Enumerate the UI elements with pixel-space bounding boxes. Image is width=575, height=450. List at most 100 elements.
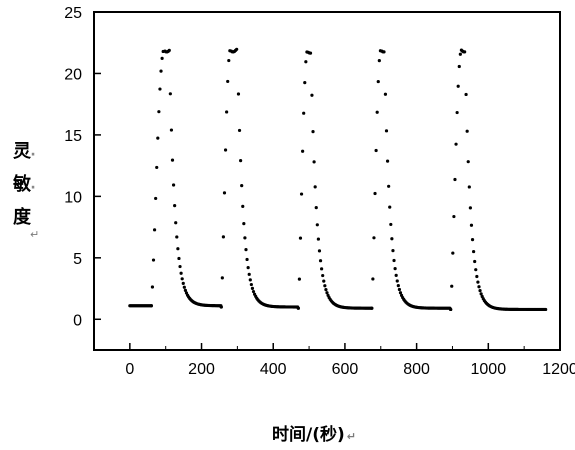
data-point <box>473 259 477 264</box>
data-point <box>226 79 230 84</box>
data-points <box>128 47 548 312</box>
data-point <box>160 56 164 61</box>
data-point <box>375 110 379 114</box>
x-axis-label-mark: ↵ <box>347 430 356 443</box>
y-axis-label-char-2: · <box>30 147 35 163</box>
data-point <box>247 272 251 276</box>
data-point <box>475 274 479 279</box>
x-axis-label-text: 时间/(秒) <box>272 424 345 445</box>
data-point <box>298 236 303 240</box>
data-point <box>154 196 158 201</box>
data-point <box>385 159 390 163</box>
y-axis-label-char-5: 度 <box>13 206 32 228</box>
data-point <box>155 165 159 170</box>
data-point <box>235 47 239 51</box>
data-point <box>449 307 453 312</box>
data-point <box>470 238 475 242</box>
data-point <box>180 277 184 281</box>
data-point <box>236 92 241 96</box>
data-point <box>242 221 246 226</box>
data-point <box>313 185 317 189</box>
data-point <box>320 267 324 271</box>
data-point <box>175 235 179 239</box>
data-point <box>149 304 153 308</box>
data-point <box>181 281 185 286</box>
y-tick-label-5: 25 <box>64 5 82 22</box>
data-point <box>296 306 300 310</box>
data-point <box>301 149 305 153</box>
data-point <box>304 60 308 64</box>
data-point <box>464 92 468 97</box>
data-point <box>454 142 458 146</box>
y-axis-ticks: 0 5 10 15 20 25 <box>64 5 101 329</box>
data-point <box>468 206 472 210</box>
data-point <box>393 267 397 271</box>
data-point <box>324 288 328 292</box>
y-tick-label-1: 5 <box>73 251 82 268</box>
data-point <box>237 128 242 133</box>
data-point <box>297 277 301 281</box>
data-point <box>156 136 160 140</box>
data-point <box>325 291 329 295</box>
data-point <box>472 249 476 254</box>
data-point <box>177 256 181 261</box>
data-point <box>169 128 174 132</box>
data-point <box>397 287 402 292</box>
x-tick-label-4: 800 <box>403 361 430 378</box>
x-axis-label: 时间/(秒) ↵ <box>272 424 356 445</box>
data-point <box>315 223 319 227</box>
data-point <box>316 237 320 241</box>
data-point <box>157 110 161 114</box>
data-point <box>299 192 304 196</box>
data-point <box>221 235 225 239</box>
x-tick-label-6: 1200 <box>542 361 575 378</box>
data-point <box>314 206 318 210</box>
data-point <box>373 191 377 196</box>
data-point <box>171 183 176 187</box>
data-point <box>389 222 393 227</box>
data-point <box>239 159 243 163</box>
data-point <box>167 48 171 52</box>
x-tick-label-2: 400 <box>260 361 287 378</box>
data-point <box>182 285 186 289</box>
data-point <box>312 160 316 164</box>
data-point <box>456 84 460 88</box>
data-point <box>457 64 461 69</box>
data-point <box>245 257 249 262</box>
data-point <box>544 307 548 312</box>
data-point <box>150 285 155 289</box>
data-point <box>395 279 399 283</box>
x-tick-label-5: 1000 <box>471 361 507 378</box>
data-point <box>390 237 394 241</box>
y-axis-label: 灵 · 敏 · 度 ↵ <box>12 141 39 241</box>
data-point <box>183 288 188 292</box>
x-tick-label-1: 200 <box>188 361 215 378</box>
y-tick-label-0: 0 <box>73 312 82 329</box>
data-point <box>174 221 178 225</box>
data-point <box>477 285 481 289</box>
data-point <box>178 264 182 269</box>
data-point <box>243 236 247 240</box>
data-point <box>478 289 482 293</box>
data-point <box>311 130 315 134</box>
x-axis-ticks: 0 200 400 600 800 1000 1200 <box>125 343 575 378</box>
y-axis-label-char-3: 敏 <box>12 173 32 195</box>
data-point <box>372 236 376 240</box>
data-point <box>219 305 223 309</box>
data-point <box>246 265 250 270</box>
data-point <box>170 158 175 162</box>
data-point <box>151 258 156 262</box>
data-point <box>168 92 172 96</box>
data-point <box>250 286 255 290</box>
data-point <box>240 184 244 188</box>
data-point <box>469 223 474 227</box>
data-point <box>310 93 314 97</box>
data-point <box>474 268 478 272</box>
data-point <box>384 129 389 133</box>
data-point <box>370 306 374 310</box>
data-point <box>396 284 400 288</box>
data-point <box>392 258 396 263</box>
y-axis-label-char-4: · <box>30 180 35 196</box>
data-point <box>317 249 322 253</box>
data-point <box>394 273 398 277</box>
